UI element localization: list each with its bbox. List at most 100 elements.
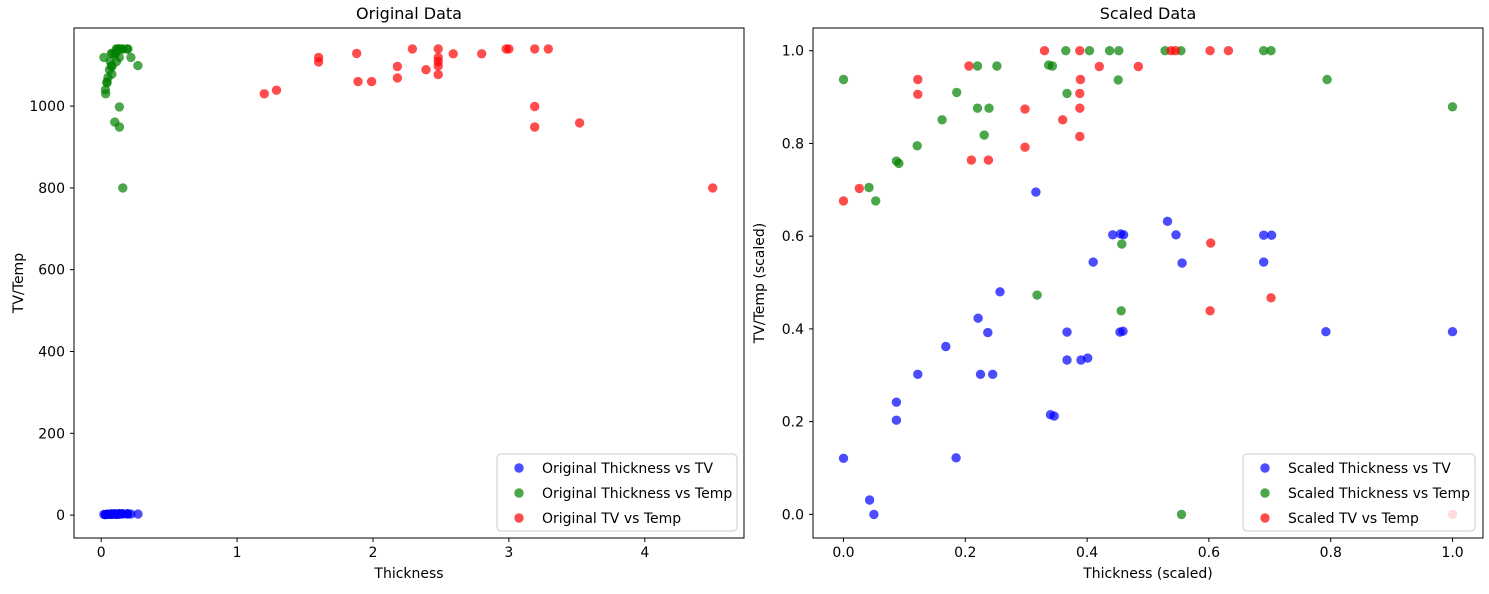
chart-title: Scaled Data xyxy=(1100,4,1197,23)
x-tick-label: 0.6 xyxy=(1198,545,1220,561)
y-tick-label: 0.6 xyxy=(782,229,804,245)
data-point xyxy=(1170,46,1181,56)
data-point xyxy=(983,155,994,165)
x-axis-label: Thickness (scaled) xyxy=(1082,566,1213,582)
data-point xyxy=(1266,293,1276,303)
data-point xyxy=(366,76,377,87)
data-point xyxy=(1205,46,1215,56)
data-point xyxy=(433,44,443,54)
y-tick-label: 0.2 xyxy=(782,415,804,431)
legend-label: Original Thickness vs Temp xyxy=(542,486,732,502)
data-point xyxy=(975,369,986,379)
data-point xyxy=(984,103,994,113)
data-point xyxy=(1075,88,1085,99)
data-point xyxy=(1058,115,1068,125)
data-point xyxy=(1075,103,1085,113)
data-point xyxy=(891,397,902,407)
data-point xyxy=(504,44,514,54)
data-point xyxy=(838,453,849,463)
legend-marker xyxy=(1260,513,1270,523)
data-point xyxy=(448,49,458,59)
x-tick-label: 4 xyxy=(640,545,649,561)
data-point xyxy=(1162,216,1173,226)
data-point xyxy=(937,115,947,125)
data-point xyxy=(353,76,363,87)
y-tick-label: 1.0 xyxy=(782,44,804,60)
data-point xyxy=(1084,46,1095,56)
x-tick-label: 1.0 xyxy=(1441,545,1463,561)
x-tick-label: 1 xyxy=(233,545,242,561)
y-axis-label: TV/Temp (scaled) xyxy=(752,223,768,345)
data-point xyxy=(838,196,849,206)
data-point xyxy=(854,183,864,194)
x-tick-label: 0.0 xyxy=(832,545,854,561)
data-point xyxy=(864,182,874,193)
data-point xyxy=(1223,46,1234,56)
data-point xyxy=(979,130,989,140)
data-point xyxy=(1205,306,1215,316)
y-tick-label: 0.0 xyxy=(782,507,804,523)
y-tick-label: 600 xyxy=(38,263,65,279)
data-point xyxy=(972,61,983,71)
data-point xyxy=(1118,326,1128,336)
data-point xyxy=(1113,75,1123,85)
data-point xyxy=(1020,142,1030,152)
data-point xyxy=(913,74,923,85)
legend-label: Scaled TV vs Temp xyxy=(1288,511,1419,527)
data-point xyxy=(973,313,983,323)
data-point xyxy=(983,327,993,338)
data-point xyxy=(407,44,418,54)
data-point xyxy=(114,52,125,63)
data-point xyxy=(1031,187,1041,197)
legend-label: Original TV vs Temp xyxy=(542,511,681,527)
data-point xyxy=(1322,74,1332,85)
y-tick-label: 800 xyxy=(38,181,65,197)
data-point xyxy=(530,122,540,132)
data-point xyxy=(271,85,282,95)
data-point xyxy=(891,415,902,425)
data-point xyxy=(1075,74,1086,85)
data-point xyxy=(992,61,1002,71)
data-point xyxy=(1108,230,1118,240)
data-point xyxy=(1047,61,1058,71)
data-point xyxy=(869,509,879,520)
x-tick-label: 0.8 xyxy=(1320,545,1342,561)
data-point xyxy=(966,155,977,165)
data-point xyxy=(1088,257,1098,267)
scaled-data-chart: 0.0 0.2 0.4 0.6 0.8 1.0 0.0 0.2 0.4 0.6 0.8 1.0 Scal… xyxy=(752,4,1484,582)
y-tick-label: 0.4 xyxy=(782,322,804,338)
legend-marker xyxy=(514,513,524,523)
plot-area xyxy=(813,28,1483,538)
data-point xyxy=(913,89,923,100)
data-point xyxy=(259,89,269,99)
data-point xyxy=(1062,88,1072,99)
data-point xyxy=(1206,238,1216,248)
data-point xyxy=(126,52,136,63)
legend: Original Thickness vs TV Original Thickne… xyxy=(496,453,738,532)
x-tick-label: 3 xyxy=(504,545,513,561)
data-point xyxy=(951,453,961,463)
data-point xyxy=(964,61,974,71)
data-point xyxy=(1032,290,1042,300)
plot-area xyxy=(74,28,744,538)
data-point xyxy=(126,509,136,519)
data-point xyxy=(114,122,125,132)
legend-marker xyxy=(1260,463,1270,473)
data-point xyxy=(114,102,125,112)
data-point xyxy=(1266,230,1277,240)
data-point xyxy=(1118,230,1129,240)
axes-spines xyxy=(73,27,745,539)
data-point xyxy=(1049,411,1059,421)
data-point xyxy=(1259,230,1269,240)
data-point xyxy=(1083,353,1093,363)
data-point xyxy=(530,101,540,112)
y-tick-label: 400 xyxy=(38,345,65,361)
data-point xyxy=(972,103,983,113)
legend-marker xyxy=(1260,488,1270,498)
y-axis-label: TV/Temp xyxy=(11,253,27,314)
x-tick-label: 0 xyxy=(97,545,106,561)
legend-label: Scaled Thickness vs Temp xyxy=(1288,486,1470,502)
series-scaled-thickness-vs-tv xyxy=(838,187,1458,520)
data-point xyxy=(352,48,362,59)
